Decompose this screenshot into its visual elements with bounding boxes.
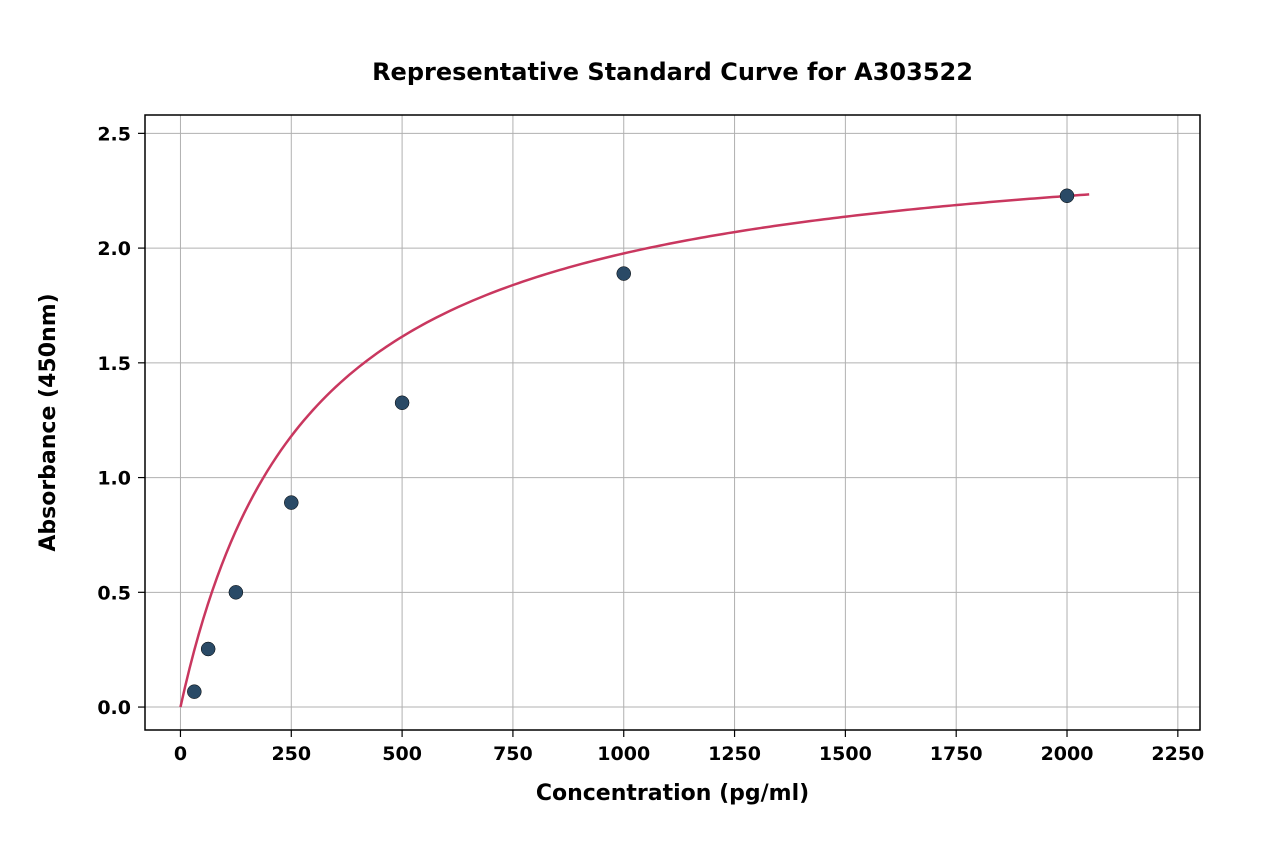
chart-container: 0 250 500 750 1000 1250 1500 1750 2000 2250 0.0 0.5… [0, 0, 1280, 845]
y-axis-label: Absorbance (450nm) [36, 293, 61, 551]
data-point [229, 585, 243, 599]
data-point [617, 267, 631, 281]
y-tick-label: 0.0 [97, 697, 131, 719]
x-tick-label: 1250 [708, 743, 761, 765]
x-tick-label: 750 [493, 743, 533, 765]
fit-curve [180, 194, 1089, 707]
x-tick-label: 500 [382, 743, 422, 765]
data-point [187, 685, 201, 699]
y-tick-label: 2.0 [97, 238, 131, 260]
data-point [284, 496, 298, 510]
data-point [1060, 189, 1074, 203]
y-tick-label: 0.5 [97, 582, 131, 604]
y-tick-label: 1.5 [97, 353, 131, 375]
x-tick-label: 0 [174, 743, 187, 765]
x-tick-label: 2000 [1041, 743, 1094, 765]
x-tick-label: 1500 [819, 743, 872, 765]
data-point [201, 642, 215, 656]
data-point [395, 396, 409, 410]
x-tick-label: 2250 [1151, 743, 1204, 765]
standard-curve-chart: 0 250 500 750 1000 1250 1500 1750 2000 2250 0.0 0.5… [0, 0, 1280, 845]
x-tick-label: 1000 [597, 743, 650, 765]
y-tick-label: 1.0 [97, 468, 131, 490]
x-tick-label: 1750 [930, 743, 983, 765]
x-tick-label: 250 [271, 743, 311, 765]
chart-title: Representative Standard Curve for A30352… [372, 58, 973, 86]
x-axis-label: Concentration (pg/ml) [536, 781, 809, 806]
y-tick-label: 2.5 [97, 123, 131, 145]
